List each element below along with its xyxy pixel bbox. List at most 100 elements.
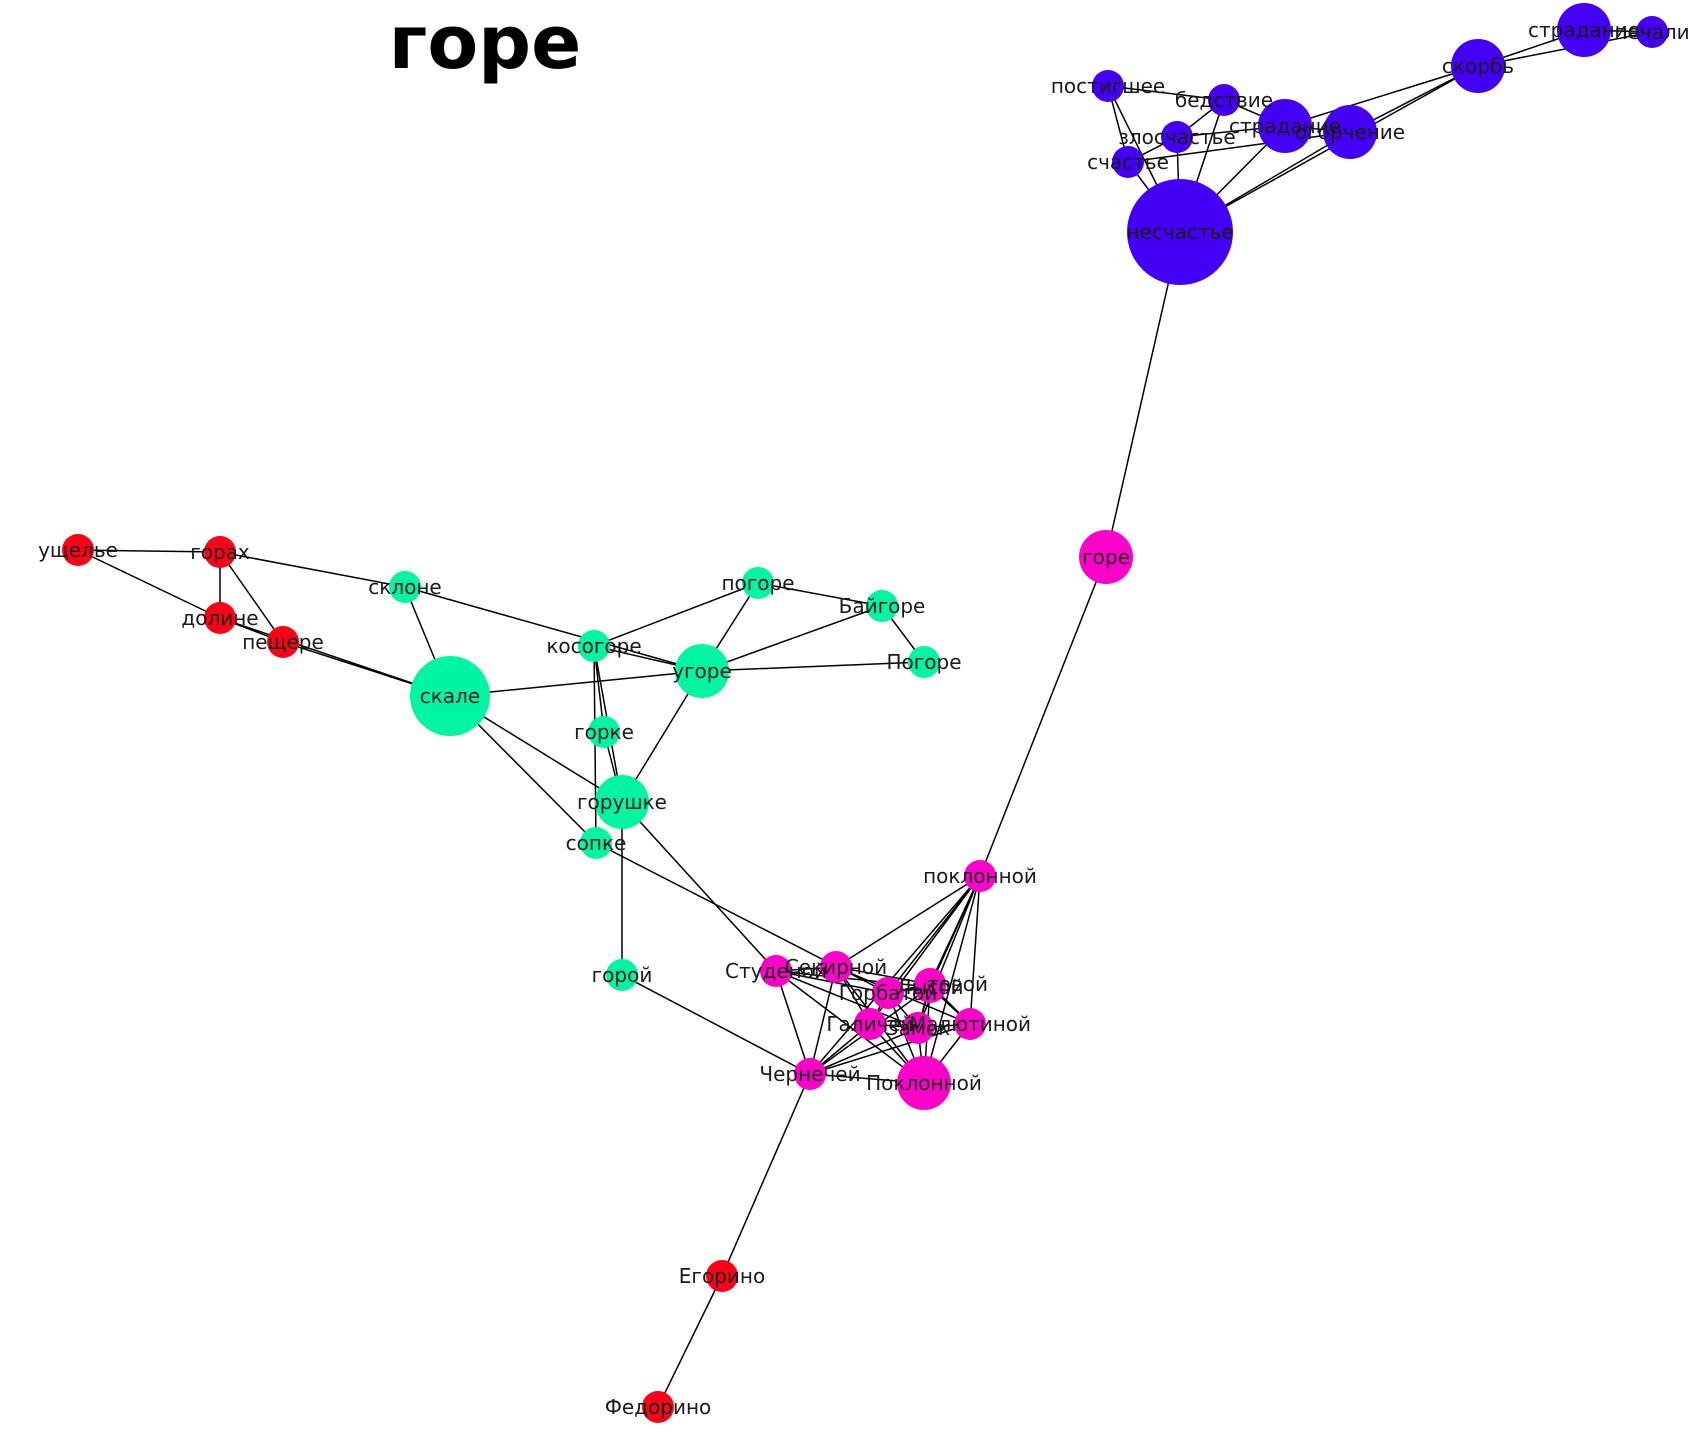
node-malyutinoy bbox=[954, 1008, 986, 1040]
node-poklonnoy1 bbox=[964, 860, 996, 892]
node-label-zamok: Замок bbox=[886, 1016, 950, 1040]
node-label-postigshee: постигшее bbox=[1051, 74, 1165, 98]
node-label-stradanie1: страдание bbox=[1528, 18, 1640, 42]
node-fedorino bbox=[642, 1391, 674, 1423]
node-label-gorbatoy: Горбатой bbox=[839, 981, 938, 1005]
node-label-ogorchenie: огорчение bbox=[1295, 120, 1405, 144]
edge-egorino-fedorino bbox=[657, 1275, 723, 1408]
node-label-gorke: горке bbox=[574, 720, 634, 744]
edge-studenoy-zamok bbox=[775, 970, 919, 1029]
node-label-kosogore: косогоре bbox=[546, 634, 641, 658]
node-zamok bbox=[902, 1012, 934, 1044]
node-label-poklonnoy2: Поклонной bbox=[866, 1071, 982, 1095]
edge-ugore-pogore2 bbox=[701, 661, 925, 672]
node-gorke bbox=[588, 716, 620, 748]
node-egorino bbox=[706, 1260, 738, 1292]
node-poklonnoy2 bbox=[897, 1056, 951, 1110]
node-label-fedorino: Федорино bbox=[605, 1395, 712, 1419]
node-pechali bbox=[1636, 16, 1668, 48]
node-label-gorah: горах bbox=[190, 540, 250, 564]
edge-pogore-baygore bbox=[757, 582, 883, 607]
node-label-gorushke: горушке bbox=[577, 790, 667, 814]
node-label-sopke: сопке bbox=[566, 831, 627, 855]
node-ogorchenie bbox=[1323, 105, 1377, 159]
node-label-sklone: склоне bbox=[368, 575, 441, 599]
edge-poklonnoy1-chernechey bbox=[809, 875, 981, 1075]
node-label-pechali: печали bbox=[1614, 20, 1689, 44]
node-label-malyutinoy: Малютиной bbox=[909, 1012, 1031, 1036]
node-label-ugore: угоре bbox=[672, 659, 732, 683]
edge-skale-ugore bbox=[449, 670, 703, 697]
node-skale bbox=[410, 656, 490, 736]
node-ugore bbox=[675, 644, 729, 698]
node-gorbatoy bbox=[872, 977, 904, 1009]
node-label-ushchelie: ущелье bbox=[38, 538, 118, 562]
node-label-zloschastie: злосчастье bbox=[1118, 125, 1235, 149]
nodes-layer bbox=[62, 3, 1668, 1423]
node-label-skorb: скорбь bbox=[1442, 54, 1514, 78]
node-sekirnoy bbox=[820, 951, 852, 983]
edge-sklone-ugore bbox=[404, 586, 703, 672]
edge-malyutinoy-chernechey bbox=[809, 1023, 971, 1075]
edge-poklonnoy1-tovoy bbox=[929, 875, 981, 985]
node-chernechey bbox=[794, 1058, 826, 1090]
node-label-stradanie2: страдание bbox=[1229, 114, 1341, 138]
node-label-nes: несчастье bbox=[1126, 220, 1233, 244]
node-tovoy bbox=[914, 968, 946, 1000]
node-pogore bbox=[742, 567, 774, 599]
node-label-studenoy: Студеной bbox=[725, 959, 827, 983]
node-label-skale: скале bbox=[420, 684, 480, 708]
node-peshchere bbox=[267, 626, 299, 658]
edge-studenoy-lysoy bbox=[775, 970, 931, 988]
node-label-pogore: погоре bbox=[721, 571, 794, 595]
edge-gorushke-studenoy bbox=[621, 801, 777, 972]
node-bedstvie bbox=[1208, 84, 1240, 116]
node-stradanie2 bbox=[1258, 99, 1312, 153]
node-label-sekirnoy: Секирной bbox=[785, 955, 887, 979]
node-goroy bbox=[606, 959, 638, 991]
node-gorushke bbox=[595, 775, 649, 829]
edge-kosogore-pogore bbox=[593, 582, 759, 647]
edge-ushchelie-doline bbox=[77, 549, 221, 619]
node-postigshee bbox=[1092, 70, 1124, 102]
node-stradanie1 bbox=[1557, 3, 1611, 57]
edges-layer bbox=[77, 29, 1653, 1408]
node-skorb bbox=[1451, 39, 1505, 93]
edge-goroy-chernechey bbox=[621, 974, 811, 1075]
node-gorah bbox=[204, 536, 236, 568]
edge-schastie-ogorchenie bbox=[1127, 131, 1351, 163]
node-label-doline: долине bbox=[181, 606, 258, 630]
node-label-bedstvie: бедствие bbox=[1175, 88, 1273, 112]
edge-poklonnoy1-malyutinoy bbox=[969, 875, 981, 1025]
graph-title: горе bbox=[388, 0, 582, 86]
edge-chernechey-egorino bbox=[721, 1073, 811, 1277]
edge-gorah-sklone bbox=[219, 551, 406, 588]
node-gore bbox=[1079, 530, 1133, 584]
edge-sekirnoy-chernechey bbox=[809, 966, 837, 1075]
node-doline bbox=[204, 602, 236, 634]
node-label-gore: горе bbox=[1082, 545, 1130, 569]
node-label-baygore: Байгоре bbox=[839, 594, 926, 618]
edge-ushchelie-gorah bbox=[77, 549, 221, 553]
node-label-poklonnoy1: поклонной bbox=[923, 864, 1037, 888]
edge-studenoy-chernechey bbox=[775, 970, 811, 1075]
node-zloschastie bbox=[1161, 121, 1193, 153]
edge-postigshee-bedstvie bbox=[1107, 85, 1225, 101]
node-galich bbox=[854, 1008, 886, 1040]
edge-studenoy-poklonnoy2 bbox=[775, 970, 925, 1084]
node-sklone bbox=[389, 571, 421, 603]
edge-gore-poklonnoy1 bbox=[979, 556, 1107, 877]
node-ushchelie bbox=[62, 534, 94, 566]
node-studenoy bbox=[760, 955, 792, 987]
edge-nes-skorb bbox=[1179, 65, 1479, 233]
node-label-goroy: горой bbox=[592, 963, 653, 987]
edge-skorb-stradanie2 bbox=[1284, 65, 1479, 127]
node-sopke bbox=[580, 827, 612, 859]
node-label-tovoy: ...товой bbox=[908, 972, 988, 996]
edge-ugore-baygore bbox=[701, 605, 883, 672]
node-schastie bbox=[1112, 146, 1144, 178]
node-label-egorino: Егорино bbox=[679, 1264, 765, 1288]
edge-doline-skale bbox=[219, 617, 451, 697]
edge-nes-gore bbox=[1105, 231, 1181, 558]
labels-layer: несчастьескорбьстраданиепечалипостигшееб… bbox=[38, 18, 1690, 1419]
